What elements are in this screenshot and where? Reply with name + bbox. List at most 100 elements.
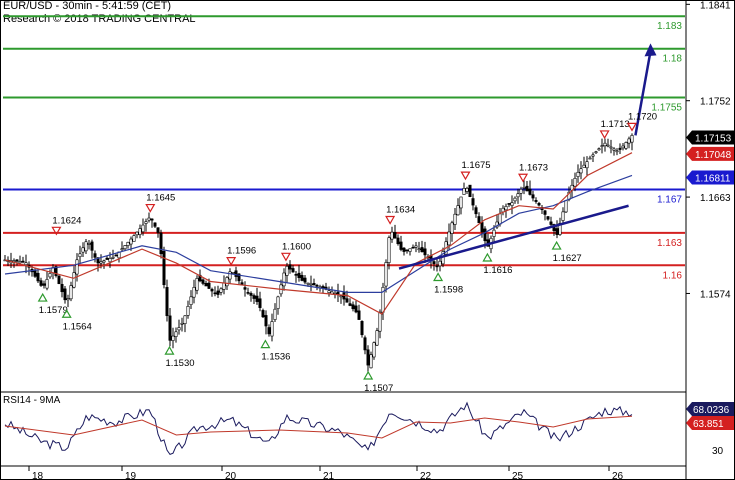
- rsi-line: [5, 403, 632, 455]
- swing-low-marker: [434, 273, 442, 280]
- candle-body: [439, 261, 441, 266]
- candle-body: [196, 278, 198, 290]
- candle-body: [175, 332, 177, 337]
- candle-body: [103, 261, 105, 262]
- candle-body: [346, 299, 348, 303]
- candle-body: [415, 246, 417, 247]
- candle-body: [19, 261, 21, 262]
- candle-body: [313, 283, 315, 285]
- candle-body: [229, 272, 231, 279]
- swing-high-label: 1.1596: [227, 246, 256, 257]
- rsi-title: RSI14 - 9MA: [3, 395, 61, 406]
- candle-body: [340, 296, 342, 297]
- support-trendline: [399, 206, 629, 269]
- candle-body: [106, 258, 108, 259]
- candle-body: [562, 212, 564, 221]
- candle-body: [607, 145, 609, 146]
- candle-body: [205, 283, 207, 286]
- swing-high-label: 1.1600: [282, 241, 311, 252]
- candle-body: [598, 149, 600, 150]
- candle-body: [232, 272, 234, 273]
- candle-body: [208, 283, 210, 289]
- candle-body: [538, 203, 540, 205]
- candle-body: [361, 321, 363, 334]
- candle-body: [448, 232, 450, 245]
- candle-body: [619, 148, 621, 149]
- candle-body: [259, 299, 261, 308]
- candle-body: [532, 195, 534, 198]
- candle-body: [292, 268, 294, 272]
- candle-body: [421, 247, 423, 251]
- candle-body: [520, 189, 522, 193]
- candle-body: [580, 169, 582, 173]
- candle-body: [139, 229, 141, 235]
- candle-body: [397, 238, 399, 244]
- candle-body: [289, 265, 291, 269]
- candle-body: [133, 236, 135, 242]
- candle-body: [187, 306, 189, 315]
- swing-high-label: 1.1713: [601, 119, 630, 130]
- candle-body: [268, 327, 270, 333]
- candle-body: [376, 331, 378, 345]
- candle-body: [22, 261, 24, 262]
- candle-body: [25, 263, 27, 265]
- candle-body: [556, 228, 558, 234]
- candle-body: [472, 199, 474, 206]
- candle-body: [613, 149, 615, 150]
- candle-body: [76, 260, 78, 274]
- x-tick-label: 18: [32, 471, 44, 480]
- candle-body: [412, 247, 414, 248]
- candle-body: [235, 271, 237, 277]
- candle-body: [388, 238, 390, 263]
- x-tick-label: 20: [225, 471, 237, 480]
- candle-body: [469, 185, 471, 197]
- candle-body: [136, 232, 138, 235]
- swing-high-label: 1.1634: [386, 204, 415, 215]
- y-tick-label: 1.1574: [700, 289, 731, 300]
- x-tick-label: 26: [612, 471, 624, 480]
- level-label-resistance: 1.183: [657, 21, 682, 32]
- candle-body: [61, 284, 63, 291]
- candle-body: [625, 142, 627, 148]
- candle-body: [511, 203, 513, 206]
- candle-body: [364, 338, 366, 350]
- candle-body: [526, 186, 528, 191]
- candle-body: [577, 172, 579, 176]
- swing-low-label: 1.1536: [261, 352, 290, 363]
- candle-body: [595, 152, 597, 153]
- candle-body: [211, 289, 213, 291]
- candle-body: [181, 323, 183, 324]
- swing-high-marker: [601, 131, 609, 138]
- candle-body: [163, 251, 165, 284]
- candle-body: [475, 208, 477, 214]
- candle-body: [565, 201, 567, 212]
- swing-low-label: 1.1616: [483, 265, 512, 276]
- candle-body: [34, 271, 36, 277]
- candle-body: [100, 262, 102, 263]
- candle-body: [244, 288, 246, 290]
- candle-body: [142, 225, 144, 232]
- level-label-support: 1.163: [657, 238, 682, 249]
- ma-slow-line: [5, 175, 632, 292]
- candle-body: [88, 243, 90, 244]
- candle-body: [514, 198, 516, 201]
- candle-body: [508, 203, 510, 204]
- candle-body: [193, 287, 195, 297]
- candle-body: [130, 239, 132, 244]
- candle-body: [253, 296, 255, 299]
- candle-body: [400, 242, 402, 250]
- candle-body: [202, 280, 204, 284]
- candle-body: [184, 316, 186, 324]
- candle-body: [394, 232, 396, 238]
- candle-body: [466, 188, 468, 191]
- swing-high-marker: [227, 258, 235, 265]
- candle-body: [40, 281, 42, 286]
- candle-body: [115, 255, 117, 256]
- x-tick-label: 25: [512, 471, 524, 480]
- candle-body: [436, 266, 438, 267]
- candle-body: [82, 248, 84, 252]
- candle-body: [154, 223, 156, 226]
- candle-body: [172, 336, 174, 341]
- y-tick-label: 1.1841: [700, 0, 731, 11]
